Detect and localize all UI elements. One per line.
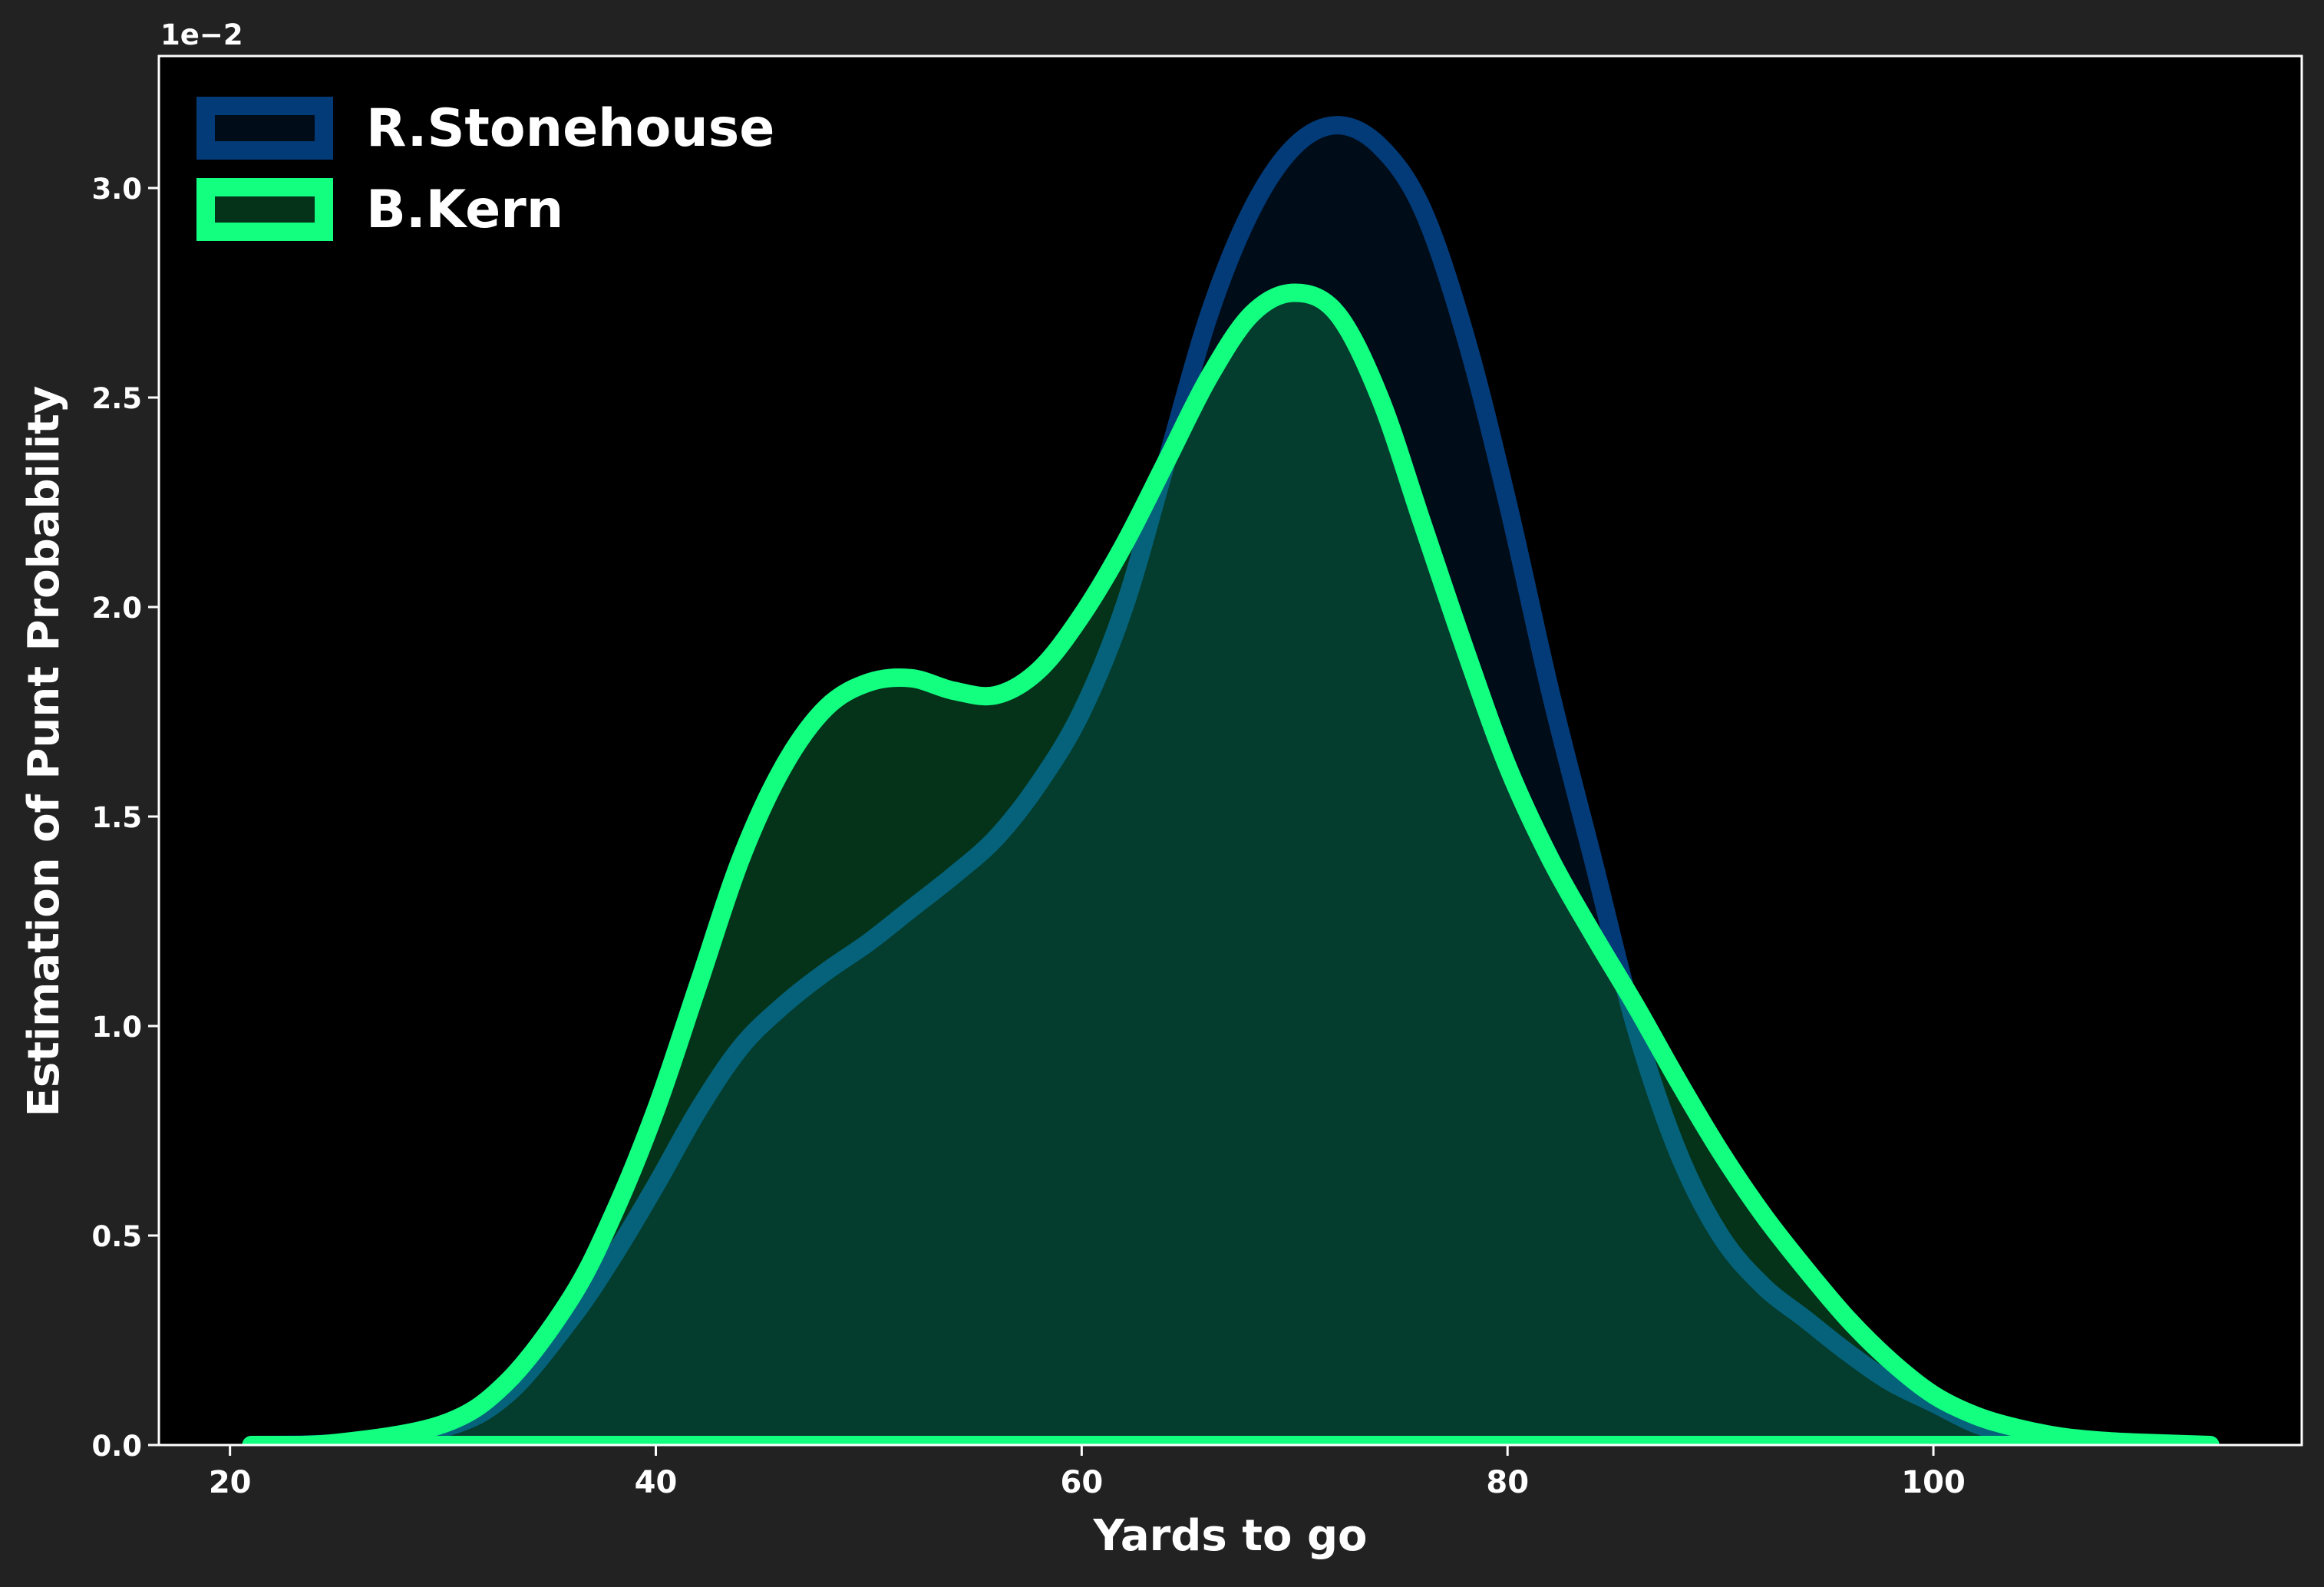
x-tick-label: 20 (209, 1465, 252, 1500)
y-tick-label: 3.0 (91, 173, 142, 206)
y-tick-label: 1.5 (91, 801, 142, 834)
area-line (242, 116, 2220, 1445)
legend-label: R.Stonehouse (366, 98, 774, 159)
x-tick-label: 60 (1061, 1465, 1104, 1500)
legend-swatch (196, 97, 333, 160)
y-tick-label: 0.5 (91, 1220, 142, 1253)
plot-frame (157, 54, 2303, 1447)
x-tick-label: 80 (1486, 1465, 1529, 1500)
legend-label: B.Kern (366, 180, 563, 240)
y-tick-label: 0.0 (91, 1430, 142, 1463)
y-tick-label: 2.0 (91, 592, 142, 625)
area-fill (251, 125, 2210, 1445)
area-line (242, 283, 2220, 1445)
x-tick-label: 100 (1901, 1465, 1966, 1500)
legend-swatch (196, 178, 333, 241)
y-tick-label: 1.0 (91, 1011, 142, 1044)
x-axis-label: Yards to go (1092, 1511, 1367, 1561)
plot-area (242, 116, 2220, 1445)
offset-label: 1e−2 (160, 18, 243, 51)
plot-background (159, 56, 2302, 1445)
y-tick-label: 2.5 (91, 382, 142, 415)
y-axis-label: Estimation of Punt Probability (19, 386, 69, 1117)
x-tick-label: 40 (635, 1465, 678, 1500)
